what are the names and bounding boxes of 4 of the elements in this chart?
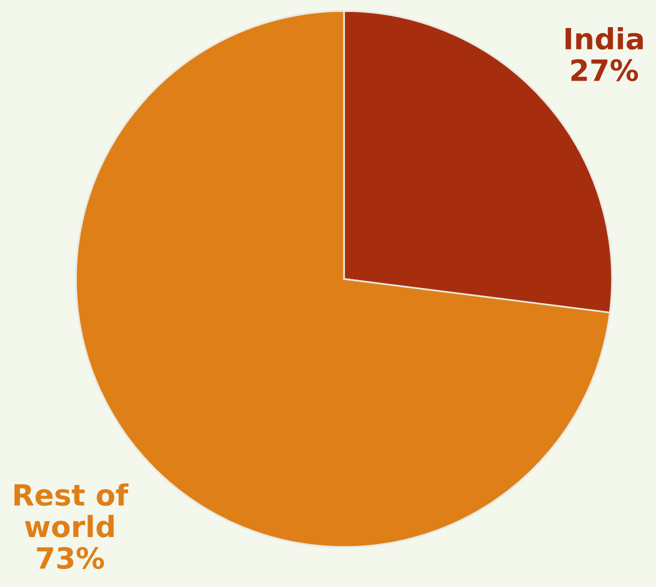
data-label: 27%: [571, 59, 638, 82]
slice-label: India: [566, 27, 643, 50]
data-label: 73%: [37, 546, 104, 570]
slice-label: Rest of world: [14, 483, 128, 538]
